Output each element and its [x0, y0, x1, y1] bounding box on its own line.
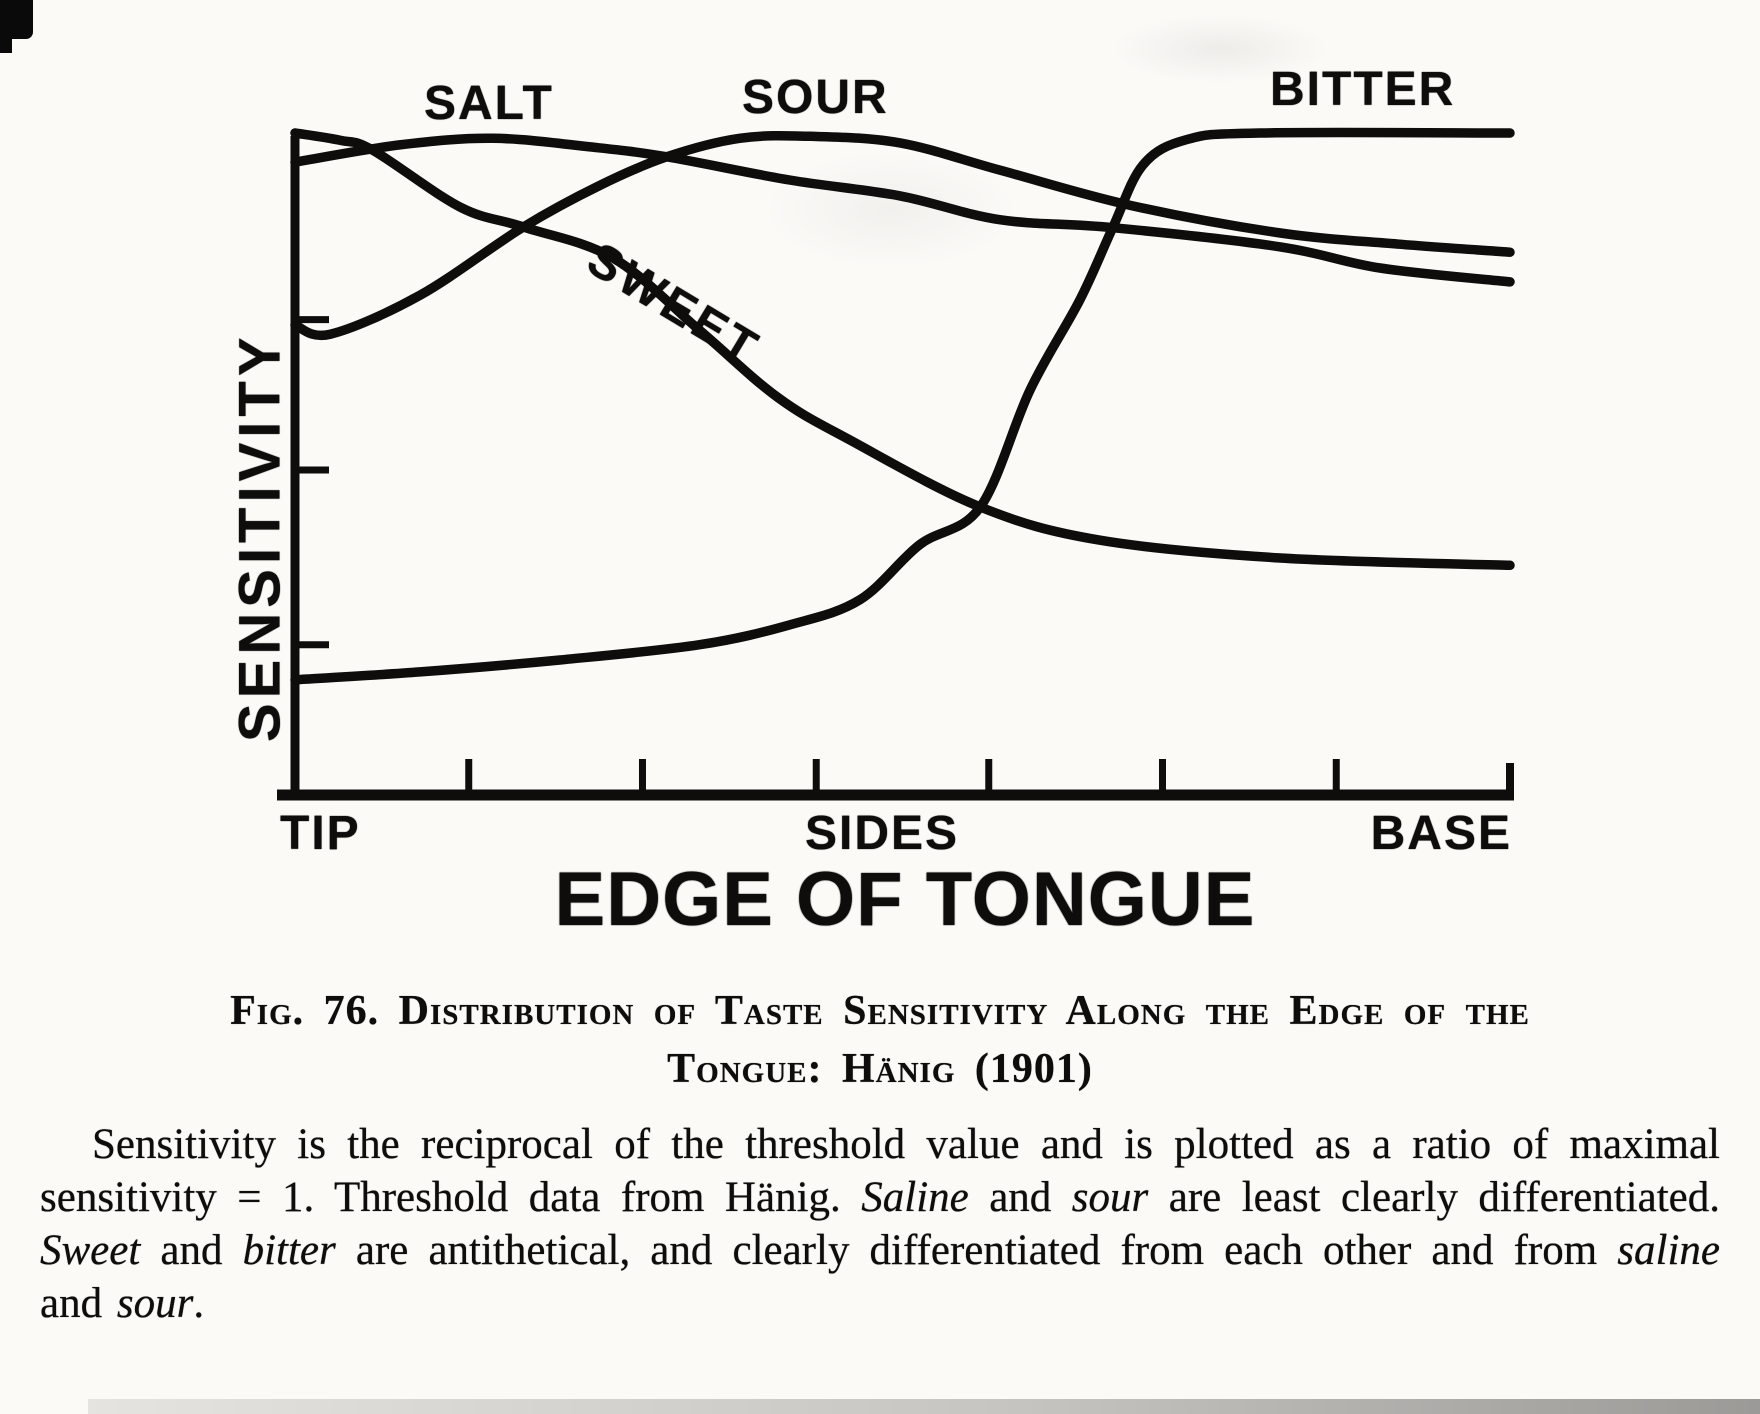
scan-artifact-corner [0, 39, 12, 53]
scan-artifact-bottom-edge [88, 1399, 1760, 1414]
description-segment: and [40, 1280, 117, 1327]
description-segment: . [193, 1280, 205, 1327]
description-segment: are antithetical, and clearly differenti… [335, 1227, 1618, 1274]
x-axis-title: EDGE OF TONGUE [554, 857, 1256, 942]
x-axis-label-sides: SIDES [804, 807, 960, 860]
caption-line-1: Fig. 76. Distribution of Taste Sensitivi… [230, 988, 1530, 1034]
caption-line-2: Tongue: Hänig (1901) [667, 1046, 1093, 1092]
description-segment: bitter [242, 1227, 336, 1274]
y-axis-title: SENSITIVITY [227, 332, 293, 743]
figure-caption: Fig. 76. Distribution of Taste Sensitivi… [0, 982, 1760, 1098]
description-segment: saline [1617, 1227, 1720, 1274]
bitter-curve-label: BITTER [1270, 63, 1456, 116]
description-segment: sour [116, 1280, 194, 1327]
figure-description: Sensitivity is the reciprocal of the thr… [40, 1118, 1720, 1330]
description-segment: sour [1071, 1174, 1149, 1221]
description-segment: and [140, 1227, 243, 1274]
bitter-curve [290, 127, 1515, 685]
salt-curve-label: SALT [424, 77, 554, 130]
sour-curve-label: SOUR [742, 71, 889, 124]
description-segment: and [968, 1174, 1072, 1221]
chart-canvas [277, 127, 1515, 801]
x-axis-label-tip: TIP [280, 807, 361, 860]
description-segment: are least clearly differentiated. [1148, 1174, 1720, 1221]
scan-artifact-corner [0, 0, 33, 39]
x-axis-label-base: BASE [1370, 807, 1512, 860]
sour-curve [290, 130, 1515, 341]
description-segment: Sensitivity is the reciprocal of the thr… [40, 1121, 1720, 1221]
salt-curve [290, 133, 1515, 287]
description-segment: Saline [861, 1174, 969, 1221]
description-segment: Sweet [40, 1227, 141, 1274]
taste-sensitivity-chart: SALT SOUR SWEET BITTER SENSITIVITY TIP S… [227, 63, 1515, 942]
sweet-curve [290, 128, 1515, 571]
